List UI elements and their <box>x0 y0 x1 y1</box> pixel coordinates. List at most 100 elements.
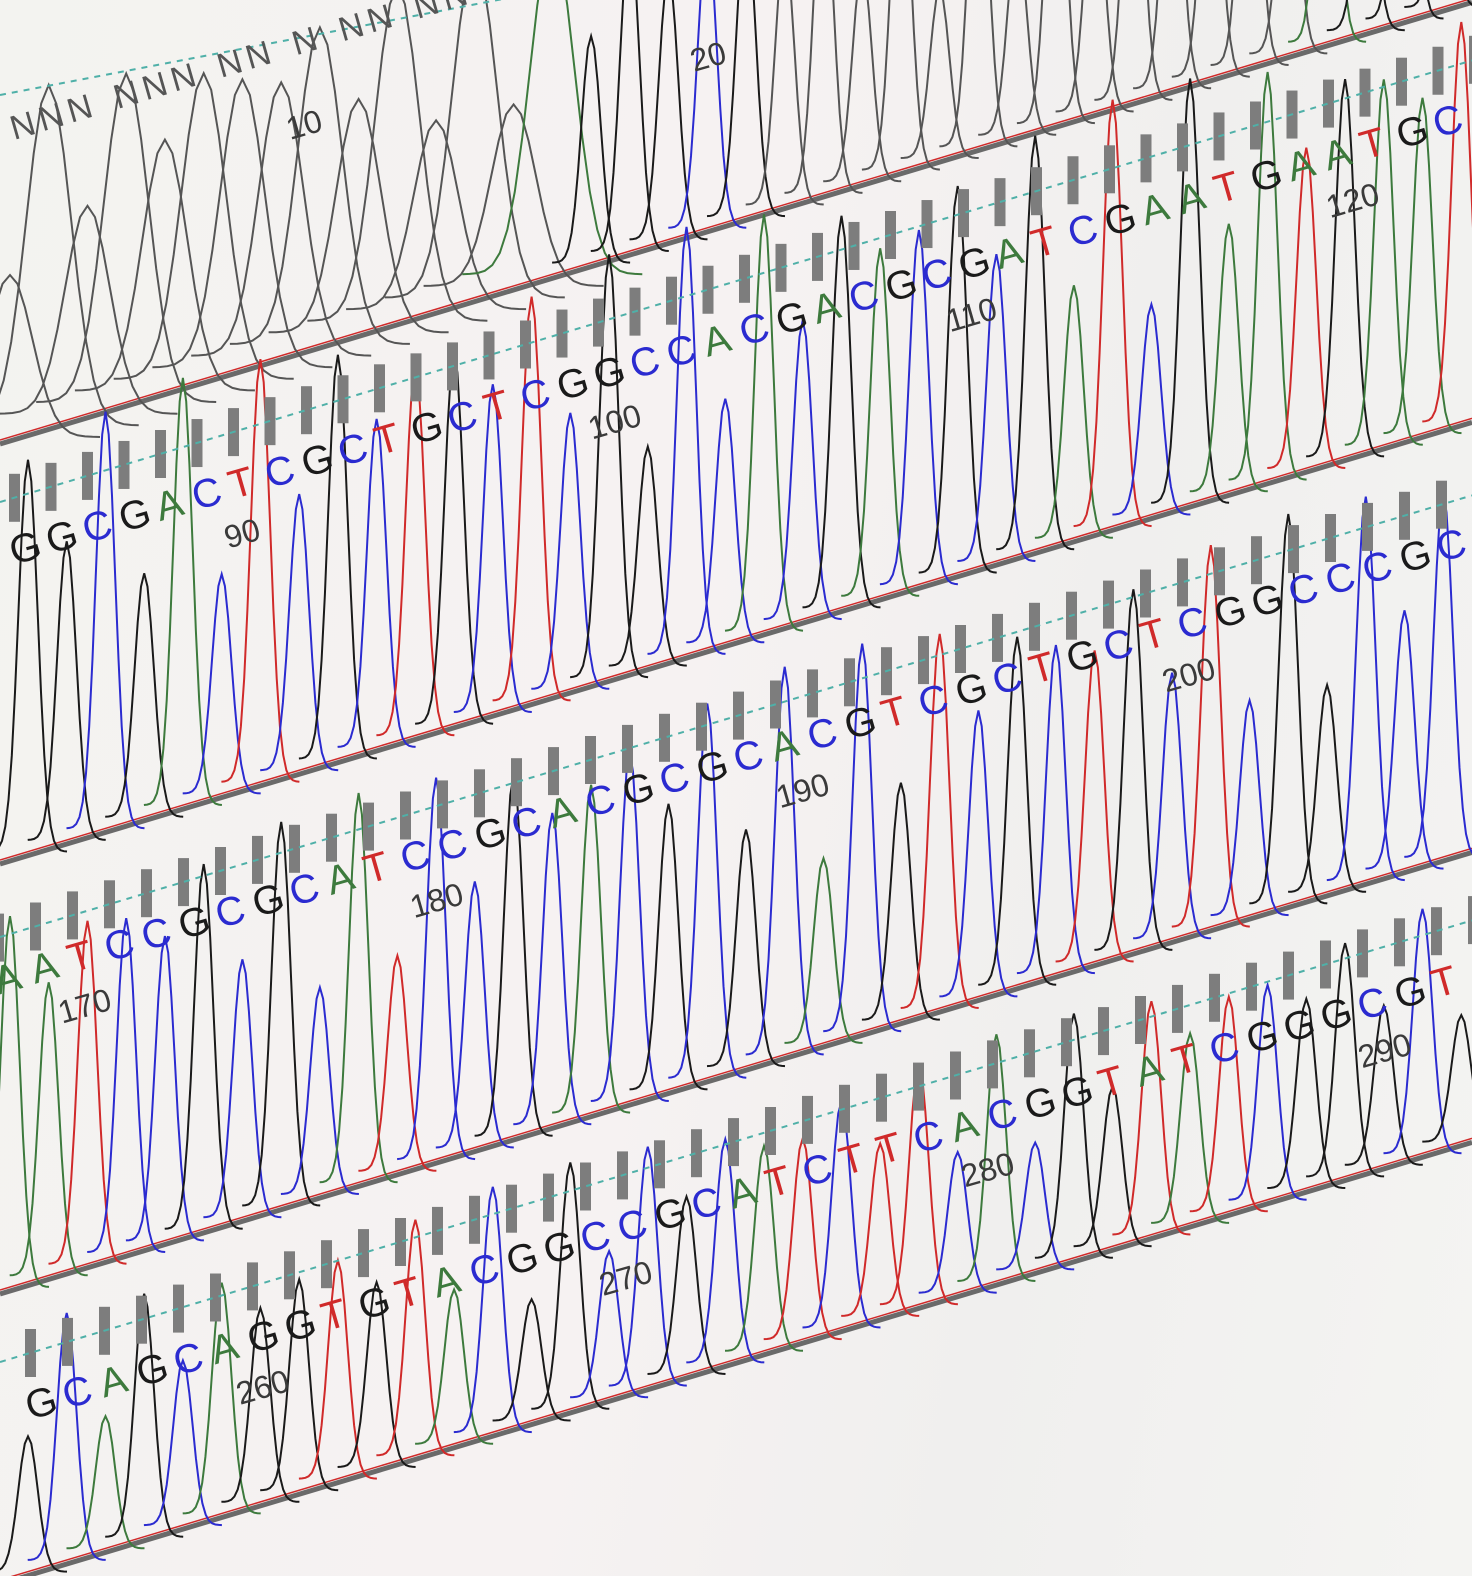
quality-bar <box>1469 35 1472 84</box>
position-label: 290 <box>1354 1026 1415 1075</box>
trace-peak <box>1171 544 1250 928</box>
base-call-N: N <box>334 6 368 49</box>
quality-bar <box>1061 1018 1072 1067</box>
trace-peak <box>203 959 282 1219</box>
base-call-C: C <box>612 1201 652 1251</box>
quality-bar <box>1394 918 1405 967</box>
quality-bar <box>1024 1029 1035 1078</box>
trace-peak <box>307 0 488 322</box>
base-call-G: G <box>353 1278 395 1329</box>
base-call-G: G <box>501 1233 543 1284</box>
trace-peak <box>1112 300 1191 516</box>
quality-bar <box>337 375 349 424</box>
quality-bar <box>1104 145 1115 194</box>
trace-peak <box>686 398 765 644</box>
base-call-T: T <box>316 1291 352 1340</box>
position-label: 100 <box>584 397 645 446</box>
base-call-N: N <box>438 0 472 18</box>
quality-bar <box>25 1329 36 1377</box>
trace-peak <box>1151 78 1230 504</box>
quality-bar <box>702 265 714 314</box>
base-call-C: C <box>187 469 227 519</box>
trace-peak <box>1094 589 1173 951</box>
trace-peak <box>384 0 565 299</box>
trace-peak <box>1228 71 1307 481</box>
base-call-C: C <box>1428 96 1468 146</box>
trace-peak <box>978 0 1057 136</box>
trace-peak <box>552 784 631 1114</box>
base-call-C: C <box>661 326 701 376</box>
trace-peak <box>1094 0 1173 101</box>
trace-peak <box>113 70 294 380</box>
quality-bar <box>289 824 300 873</box>
base-call-T: T <box>876 688 912 737</box>
base-call-C: C <box>442 392 482 442</box>
trace-peak <box>745 666 824 1056</box>
trace-peak <box>462 0 643 276</box>
base-call-A: A <box>765 721 803 771</box>
quality-bar <box>1140 134 1152 183</box>
quality-bar <box>1357 929 1368 978</box>
base-call-A: A <box>807 283 845 333</box>
trace-peak <box>668 0 747 229</box>
base-call-C: C <box>654 754 694 804</box>
base-call-A: A <box>723 1168 761 1218</box>
trace-peak <box>0 1433 68 1573</box>
dashed-guide-line <box>0 494 1472 938</box>
quality-bar <box>104 880 115 929</box>
trace-peak <box>376 1219 455 1457</box>
trace-peak <box>686 1135 765 1364</box>
quality-bar <box>955 625 966 673</box>
base-call-C: C <box>982 1090 1022 1140</box>
base-call-C: C <box>913 676 953 726</box>
base-call-G: G <box>1241 1011 1283 1062</box>
base-call-T: T <box>479 382 515 431</box>
trace-peak <box>74 137 255 392</box>
quality-bar <box>118 440 130 489</box>
quality-bar <box>1362 502 1373 551</box>
quality-bar <box>301 386 312 435</box>
trace-peak <box>125 935 204 1242</box>
base-call-C: C <box>728 731 768 781</box>
base-call-T: T <box>871 1124 907 1173</box>
base-call-A: A <box>698 316 736 366</box>
trace-peak <box>724 1142 804 1352</box>
trace-peak <box>1365 0 1444 20</box>
quality-bar <box>622 724 633 773</box>
trace-peak <box>841 248 920 597</box>
base-call-G: G <box>20 1378 62 1429</box>
base-call-A: A <box>1172 174 1210 224</box>
trace-peak <box>358 951 437 1172</box>
quality-bar <box>739 254 750 303</box>
base-call-N: N <box>213 42 247 85</box>
base-call-N: N <box>138 65 172 108</box>
quality-bar <box>921 200 933 249</box>
base-call-A: A <box>25 943 63 993</box>
quality-bar <box>210 1273 221 1322</box>
trace-peak <box>957 254 1036 562</box>
quality-bar <box>358 1229 369 1278</box>
base-call-N: N <box>241 34 275 77</box>
quality-bar <box>1177 123 1188 172</box>
base-call-G: G <box>538 1222 580 1273</box>
position-label: 200 <box>1158 650 1219 699</box>
quality-bar <box>1359 68 1371 117</box>
position-label: 260 <box>232 1362 293 1411</box>
quality-bar <box>1325 514 1336 562</box>
trace-peak <box>802 215 881 609</box>
trace-peak <box>1016 0 1095 125</box>
base-call-T: T <box>62 932 98 981</box>
trace-peak <box>492 296 571 702</box>
base-call-N: N <box>288 20 322 63</box>
base-call-C: C <box>99 920 139 970</box>
base-call-T: T <box>358 844 394 893</box>
quality-bar <box>1396 57 1407 106</box>
base-call-T: T <box>1026 218 1062 267</box>
trace-peak <box>0 273 101 438</box>
trace-peak <box>569 254 649 679</box>
base-call-C: C <box>168 1334 208 1384</box>
trace-peak <box>513 812 592 1126</box>
trace-peak <box>1326 0 1405 32</box>
quality-bar <box>141 869 152 918</box>
